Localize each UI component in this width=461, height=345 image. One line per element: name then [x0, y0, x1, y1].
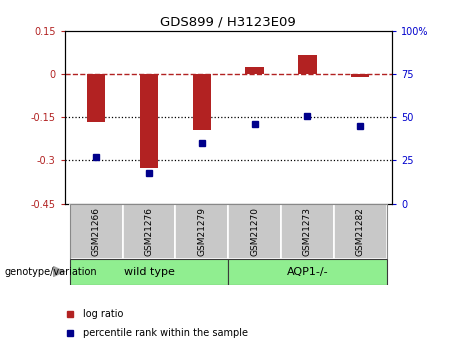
Text: GSM21282: GSM21282 [356, 207, 365, 256]
Bar [87, 74, 106, 122]
Bar [245, 67, 264, 74]
Text: log ratio: log ratio [83, 309, 124, 319]
Bar [123, 204, 175, 259]
Text: wild type: wild type [124, 267, 174, 277]
Text: GSM21279: GSM21279 [197, 207, 207, 256]
Bar [334, 204, 387, 259]
Text: genotype/variation: genotype/variation [5, 267, 97, 276]
Polygon shape [53, 266, 66, 277]
Bar [193, 74, 211, 130]
Text: GSM21276: GSM21276 [144, 207, 154, 256]
Bar [175, 204, 228, 259]
Text: AQP1-/-: AQP1-/- [287, 267, 328, 277]
Bar [70, 204, 123, 259]
Title: GDS899 / H3123E09: GDS899 / H3123E09 [160, 16, 296, 29]
Bar [140, 74, 158, 168]
Bar [351, 74, 369, 77]
Text: GSM21270: GSM21270 [250, 207, 259, 256]
Text: GSM21266: GSM21266 [92, 207, 100, 256]
Bar [298, 56, 317, 74]
Text: percentile rank within the sample: percentile rank within the sample [83, 328, 248, 338]
Bar [281, 204, 334, 259]
Bar [70, 259, 228, 285]
Bar [228, 259, 387, 285]
Text: GSM21273: GSM21273 [303, 207, 312, 256]
Bar [228, 204, 281, 259]
